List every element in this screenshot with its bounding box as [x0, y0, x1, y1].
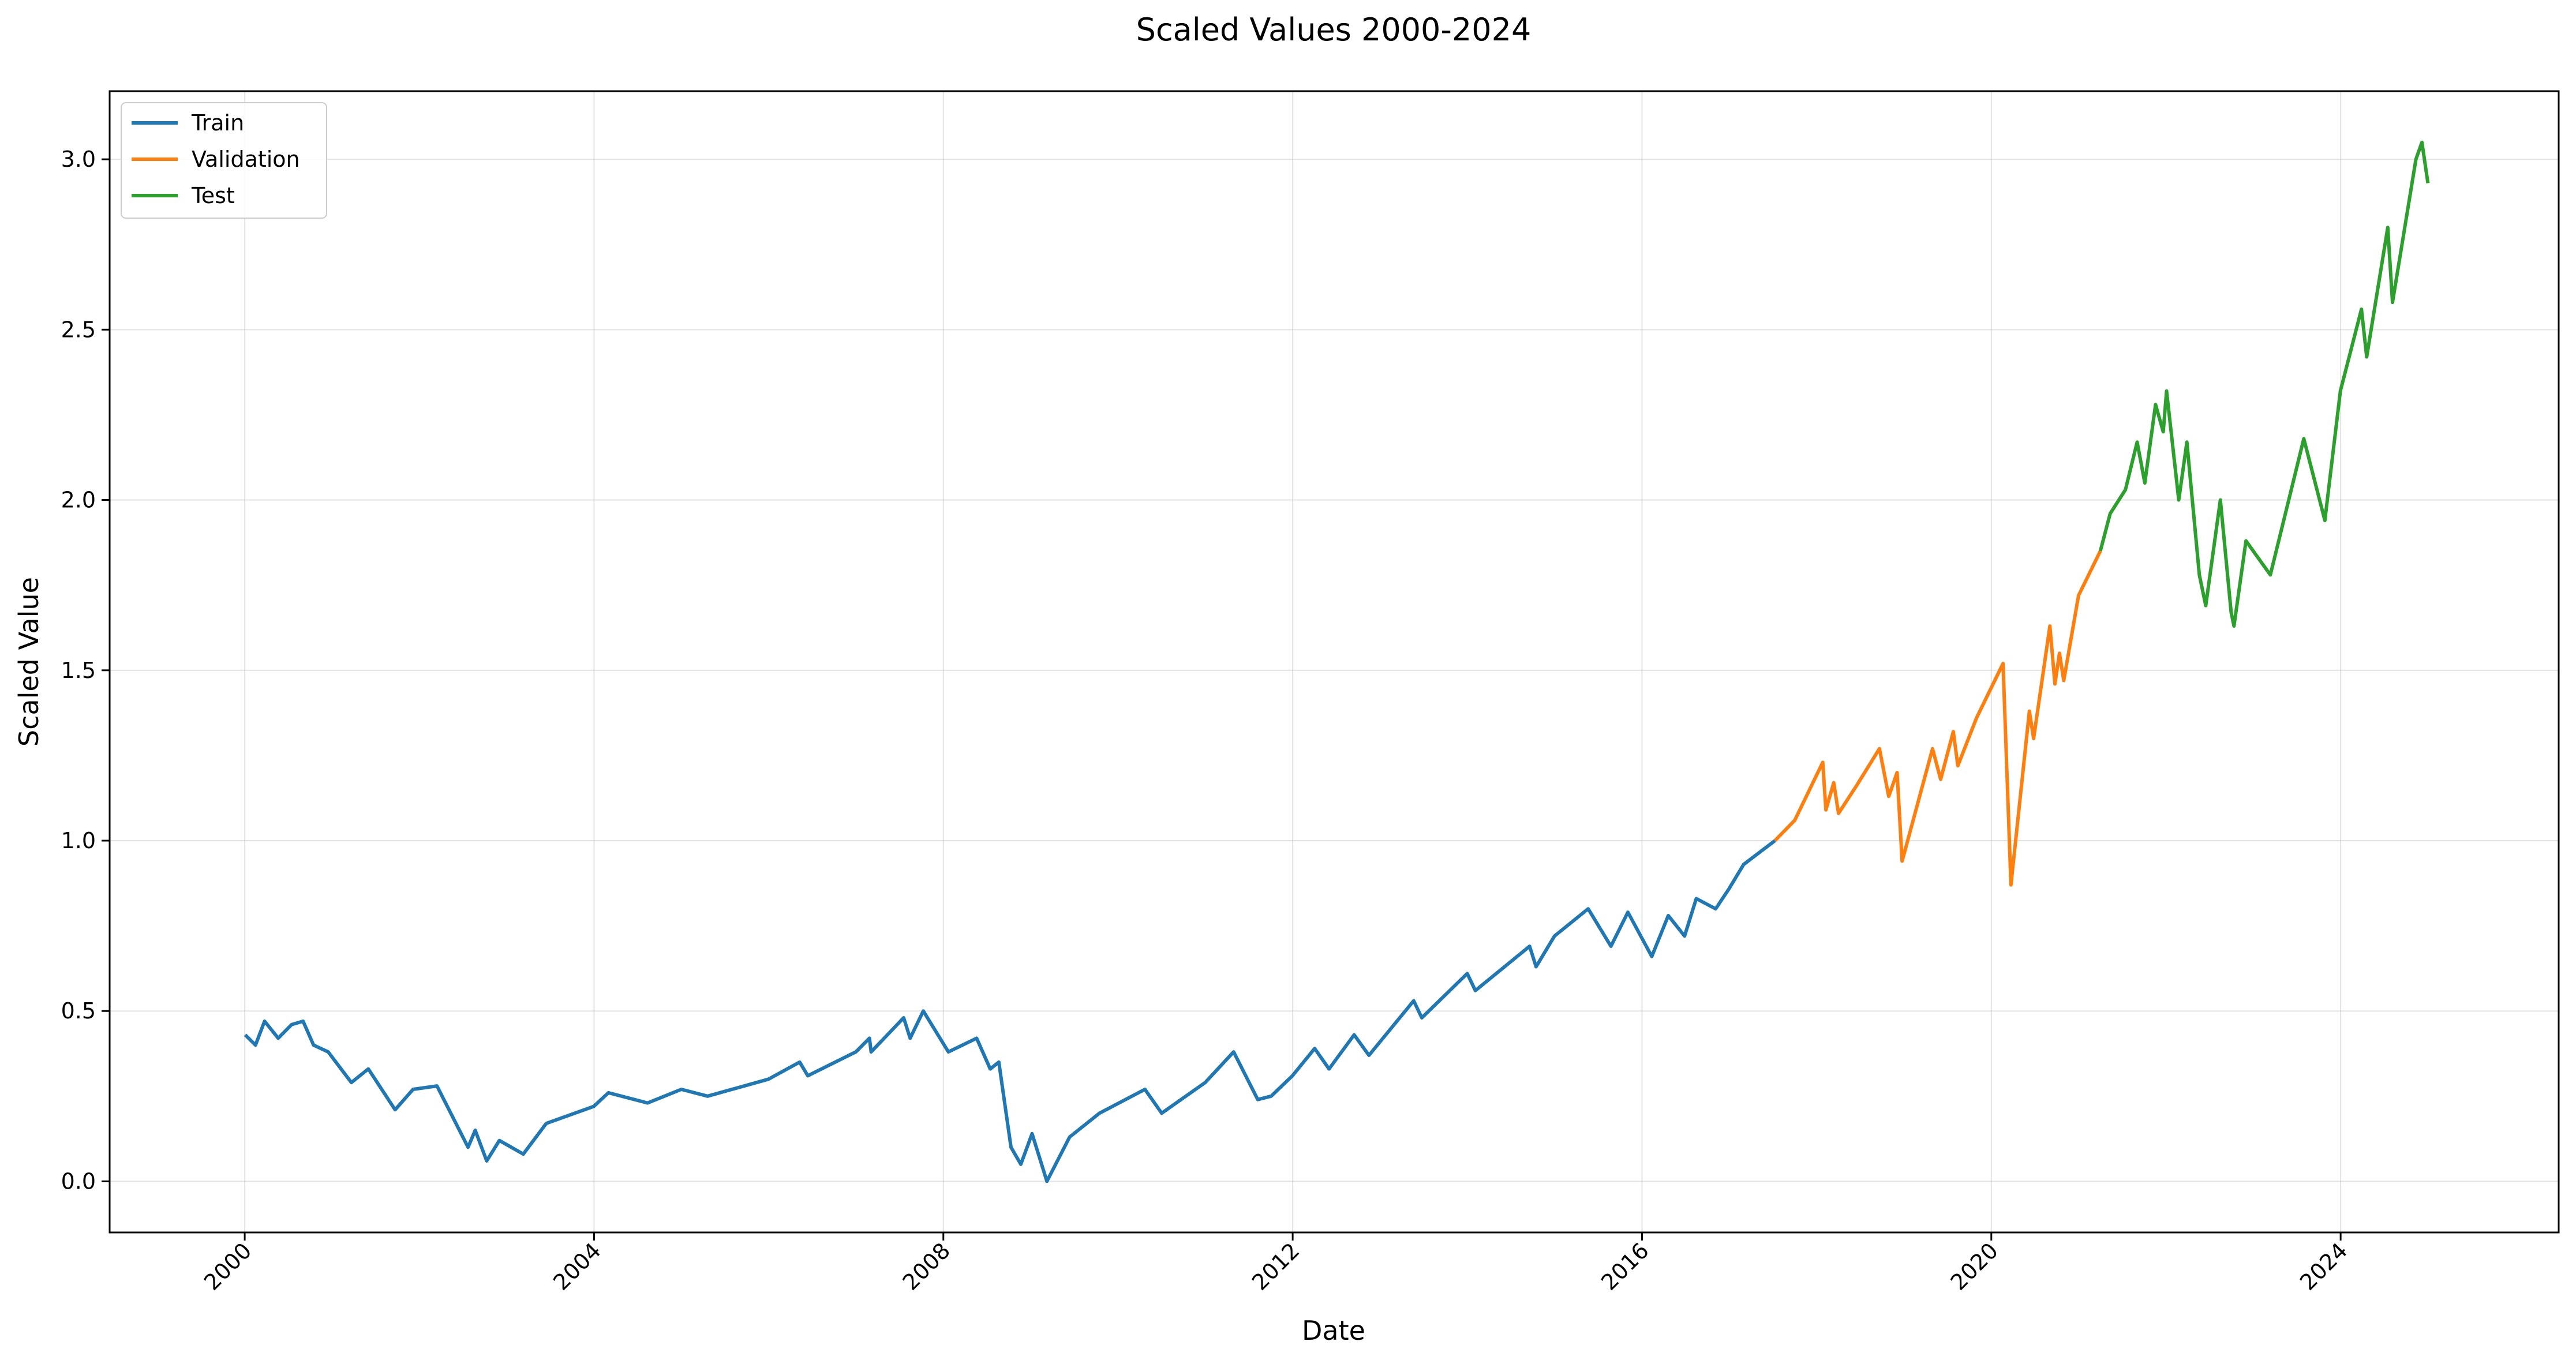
chart-title: Scaled Values 2000-2024	[1136, 12, 1532, 48]
series-line-train	[244, 839, 1776, 1183]
grid	[110, 91, 2559, 1232]
y-tick-label: 1.0	[61, 828, 96, 853]
series-layer	[244, 140, 2430, 1183]
x-axis-label: Date	[1302, 1315, 1365, 1346]
legend: Train Validation Test	[121, 102, 327, 219]
series-line-test	[2098, 140, 2430, 628]
legend-label: Test	[191, 183, 235, 208]
y-tick-label: 0.5	[61, 998, 96, 1024]
legend-label: Validation	[192, 147, 300, 172]
plot-frame	[108, 90, 2560, 1234]
y-tick-label: 3.0	[61, 147, 96, 172]
y-tick-label: 2.0	[61, 488, 96, 513]
y-axis-label: Scaled Value	[13, 577, 44, 747]
series-line-validation	[1773, 550, 2102, 887]
y-tick-label: 1.5	[61, 658, 96, 683]
y-tick-label: 0.0	[61, 1168, 96, 1194]
y-axis: 0.0 0.5 1.0 1.5 2.0 2.5 3.0	[61, 147, 110, 1194]
y-tick-label: 2.5	[61, 317, 96, 342]
legend-box	[121, 102, 327, 219]
legend-label: Train	[191, 110, 244, 136]
